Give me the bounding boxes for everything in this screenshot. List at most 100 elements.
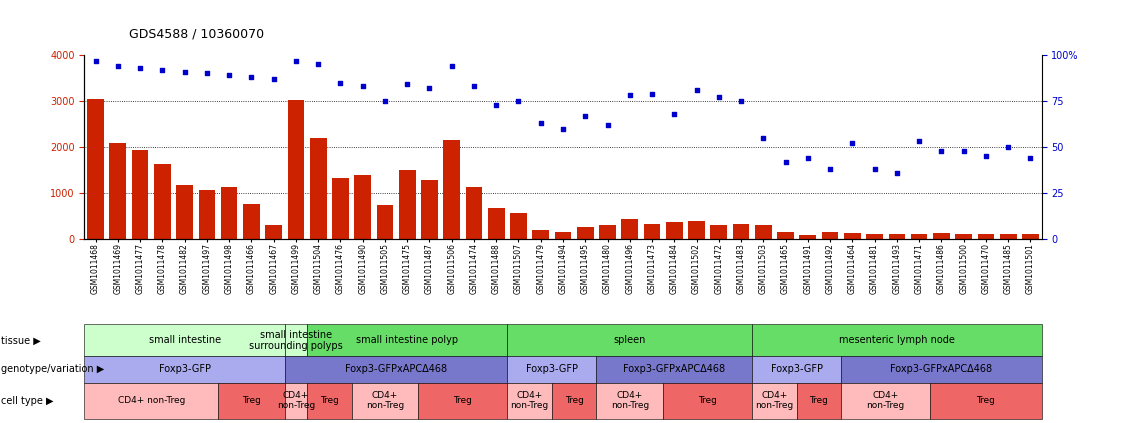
Text: tissue ▶: tissue ▶ [1, 335, 41, 345]
Bar [310, 138, 327, 239]
Bar [866, 234, 883, 239]
Bar [421, 180, 438, 239]
Point [688, 87, 706, 93]
Point [888, 169, 906, 176]
Bar [711, 225, 727, 239]
Point [287, 57, 305, 64]
Point [376, 98, 394, 104]
Text: CD4+
non-Treg: CD4+ non-Treg [756, 391, 794, 410]
Point [153, 66, 171, 73]
Point [977, 153, 995, 159]
Bar [132, 150, 149, 239]
Bar [466, 187, 482, 239]
Bar [888, 234, 905, 239]
Point [109, 63, 127, 69]
Text: CD4+
non-Treg: CD4+ non-Treg [867, 391, 905, 410]
Point [999, 144, 1017, 151]
Text: small intestine: small intestine [149, 335, 221, 345]
Bar [355, 175, 372, 239]
Point [176, 68, 194, 75]
Text: Foxp3-GFPxAPCΔ468: Foxp3-GFPxAPCΔ468 [891, 365, 992, 374]
Point [465, 83, 483, 90]
Bar [488, 208, 504, 239]
Text: CD4+
non-Treg: CD4+ non-Treg [366, 391, 404, 410]
Bar [933, 233, 949, 239]
Point [488, 101, 506, 108]
Text: CD4+
non-Treg: CD4+ non-Treg [277, 391, 315, 410]
Bar [799, 235, 816, 239]
Point [620, 92, 638, 99]
Bar [266, 225, 282, 239]
Bar [332, 178, 349, 239]
Point [443, 63, 461, 69]
Bar [1022, 234, 1039, 239]
Text: small intestine
surrounding polyps: small intestine surrounding polyps [249, 330, 342, 351]
Bar [754, 225, 771, 239]
Bar [109, 143, 126, 239]
Bar [243, 204, 260, 239]
Point [643, 90, 661, 97]
Bar [844, 233, 860, 239]
Bar [822, 232, 839, 239]
Point [399, 81, 417, 88]
Text: Foxp3-GFP: Foxp3-GFP [770, 365, 823, 374]
Point [599, 121, 617, 128]
Text: Foxp3-GFP: Foxp3-GFP [159, 365, 211, 374]
Bar [977, 234, 994, 239]
Bar [665, 222, 682, 239]
Point [310, 61, 328, 68]
Text: Treg: Treg [810, 396, 829, 405]
Point [955, 147, 973, 154]
Point [198, 70, 216, 77]
Point [531, 120, 549, 126]
Point [354, 83, 372, 90]
Bar [87, 99, 104, 239]
Bar [221, 187, 238, 239]
Bar [688, 221, 705, 239]
Bar [955, 234, 972, 239]
Point [331, 79, 349, 86]
Text: CD4+ non-Treg: CD4+ non-Treg [117, 396, 185, 405]
Point [509, 98, 527, 104]
Text: GDS4588 / 10360070: GDS4588 / 10360070 [129, 27, 265, 40]
Point [777, 158, 795, 165]
Point [732, 98, 750, 104]
Point [420, 85, 438, 91]
Text: small intestine polyp: small intestine polyp [356, 335, 458, 345]
Point [87, 57, 105, 64]
Bar [533, 230, 549, 239]
Text: CD4+
non-Treg: CD4+ non-Treg [610, 391, 649, 410]
Bar [622, 219, 638, 239]
Bar [577, 228, 593, 239]
Point [554, 125, 572, 132]
Point [665, 110, 683, 117]
Text: genotype/variation ▶: genotype/variation ▶ [1, 365, 105, 374]
Bar [287, 99, 304, 239]
Point [242, 74, 260, 80]
Bar [599, 225, 616, 239]
Text: mesenteric lymph node: mesenteric lymph node [839, 335, 955, 345]
Text: Treg: Treg [242, 396, 261, 405]
Text: Treg: Treg [698, 396, 717, 405]
Text: Treg: Treg [565, 396, 583, 405]
Bar [644, 224, 660, 239]
Bar [399, 170, 415, 239]
Bar [444, 140, 461, 239]
Text: cell type ▶: cell type ▶ [1, 396, 54, 406]
Bar [911, 234, 928, 239]
Point [932, 147, 950, 154]
Bar [555, 232, 571, 239]
Bar [1000, 234, 1017, 239]
Text: Treg: Treg [976, 396, 995, 405]
Bar [376, 205, 393, 239]
Bar [510, 213, 527, 239]
Text: Foxp3-GFPxAPCΔ468: Foxp3-GFPxAPCΔ468 [623, 365, 725, 374]
Point [265, 76, 283, 82]
Bar [733, 224, 750, 239]
Text: Foxp3-GFPxAPCΔ468: Foxp3-GFPxAPCΔ468 [345, 365, 447, 374]
Bar [777, 232, 794, 239]
Point [709, 94, 727, 101]
Bar [177, 185, 193, 239]
Bar [154, 165, 171, 239]
Text: Treg: Treg [320, 396, 339, 405]
